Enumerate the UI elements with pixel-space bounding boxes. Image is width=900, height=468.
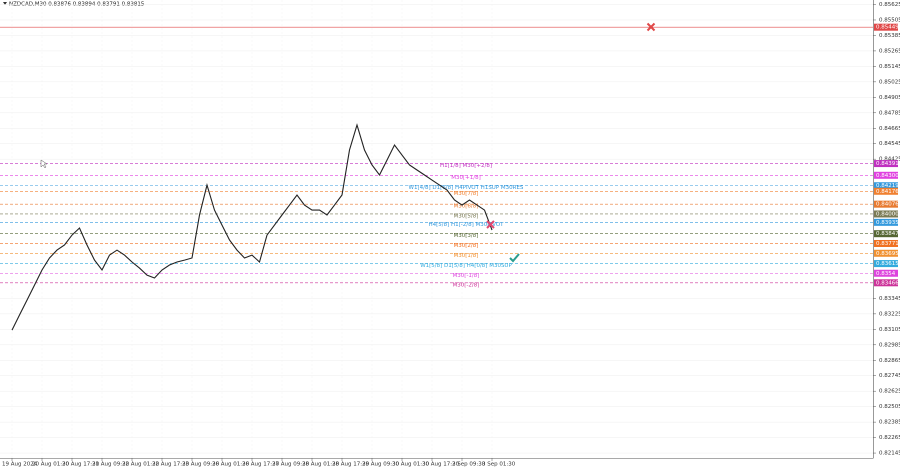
y-tick-label: 0.84905 [879,95,900,101]
price-label: 0.83615 [876,261,899,267]
y-tick-label: 0.82745 [879,373,900,379]
x-tick-label: 22 Aug 17:30 [152,462,190,468]
x-tick-label: 20 Aug 01:30 [32,462,70,468]
y-tick-label: 0.82265 [879,435,900,441]
level-label: W1[5/8] D1[5/8] H4[0/8] M30SUP [420,263,512,269]
x-tick-label: 28 Aug 17:30 [332,462,370,468]
x-tick-label: 30 Aug 17:30 [422,462,460,468]
price-label: 0.85449 [876,25,899,31]
x-tick-label: 27 Aug 09:30 [272,462,310,468]
price-label: 0.84391 [876,161,899,167]
price-label-box [874,249,898,257]
price-label: 0.83695 [876,251,899,257]
x-tick-label: 21 Aug 09:30 [92,462,130,468]
x-tick-label: 2 Sep 09:30 [452,462,486,468]
red-cross [486,220,495,229]
price-label-box [874,239,898,247]
y-tick-label: 0.85385 [879,33,900,39]
level-label: H1[1/8] M30[+2/8] [440,163,492,169]
level-label: W1[4/8] D1[6/8] H4PIVOT H1SUP M30RES [409,185,524,191]
y-tick-label: 0.82625 [879,389,900,395]
x-tick-label: 19 Aug 2024 [2,462,38,468]
x-tick-label: 26 Aug 17:30 [242,462,280,468]
level-label: M30[3/8] [454,233,479,239]
y-tick-label: 0.83345 [879,296,900,302]
mouse-cursor [40,159,48,169]
y-tick-label: 0.82865 [879,358,900,364]
x-tick-label: 26 Aug 01:30 [212,462,250,468]
price-label: 0.84176 [876,189,899,195]
y-tick-label: 0.85265 [879,48,900,54]
y-tick-label: 0.82505 [879,404,900,410]
price-label: 0.83935 [876,220,899,226]
y-tick-label: 0.82145 [879,451,900,457]
y-tick-label: 0.84425 [879,157,900,163]
red-cross [646,22,656,32]
level-label: M30[6/8] [454,204,479,210]
price-label-box [874,218,898,226]
price-label-box [874,260,898,268]
level-label: M30[+1/8] [451,175,481,181]
level-label: M30[7/8] [454,191,479,197]
price-label-box [874,269,898,277]
price-label: 0.84219 [876,183,899,189]
check-mark [509,253,520,263]
y-tick-label: 0.85025 [879,79,900,85]
x-tick-label: 28 Aug 01:30 [302,462,340,468]
price-line [11,123,493,331]
x-tick-label: 29 Aug 09:30 [362,462,400,468]
level-label: M30[5/8] [454,213,479,219]
price-label: 0.84300 [876,173,899,179]
price-label-box [874,210,898,218]
level-label: M30[1/8] [454,253,479,259]
price-label-box [874,279,898,287]
y-tick-label: 0.83225 [879,311,900,317]
y-tick-label: 0.84545 [879,141,900,147]
price-label-box [874,200,898,208]
y-tick-label: 0.84785 [879,110,900,116]
y-tick-label: 0.85625 [879,2,900,8]
price-label: 0.83847 [876,231,899,237]
level-label: M30[-1/8] [453,273,480,279]
x-tick-label: 23 Aug 09:30 [182,462,220,468]
x-tick-label: 20 Aug 17:30 [62,462,100,468]
y-tick-label: 0.85145 [879,64,900,70]
x-tick-label: 22 Aug 01:30 [122,462,160,468]
x-tick-label: 30 Aug 01:30 [392,462,430,468]
y-tick-label: 0.82985 [879,342,900,348]
price-label: 0.8354 [876,271,896,277]
price-label: 0.83771 [876,241,899,247]
y-tick-label: 0.82385 [879,420,900,426]
x-tick-label: 3 Sep 01:30 [482,462,516,468]
price-label-box [874,230,898,238]
price-label-box [874,182,898,190]
price-label-box [874,187,898,195]
y-tick-label: 0.84665 [879,126,900,132]
price-label: 0.83466 [876,280,899,286]
price-label-box [874,23,898,31]
price-label-box [874,160,898,168]
price-label-box [874,171,898,179]
level-label: M30[-2/8] [453,282,480,288]
price-label: 0.84000 [876,211,899,217]
level-label: M30[2/8] [454,243,479,249]
level-label: H4[5/8] H1[-2/8] M30PIVOT [428,222,504,228]
menu-arrow [3,2,7,5]
y-tick-label: 0.83105 [879,327,900,333]
y-tick-label: 0.85505 [879,17,900,23]
price-label: 0.84076 [876,202,899,208]
